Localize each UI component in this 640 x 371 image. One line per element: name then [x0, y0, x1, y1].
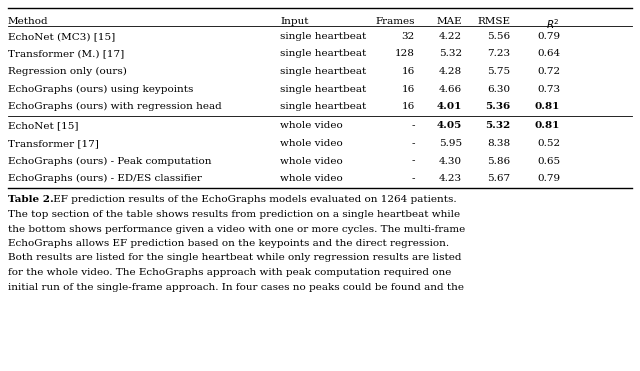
Text: whole video: whole video — [280, 174, 343, 183]
Text: EchoGraphs (ours) with regression head: EchoGraphs (ours) with regression head — [8, 102, 221, 111]
Text: Regression only (ours): Regression only (ours) — [8, 67, 127, 76]
Text: 0.72: 0.72 — [537, 67, 560, 76]
Text: 0.73: 0.73 — [537, 85, 560, 93]
Text: Frames: Frames — [376, 17, 415, 26]
Text: 16: 16 — [402, 85, 415, 93]
Text: initial run of the single-frame approach. In four cases no peaks could be found : initial run of the single-frame approach… — [8, 282, 464, 292]
Text: 16: 16 — [402, 67, 415, 76]
Text: 4.23: 4.23 — [439, 174, 462, 183]
Text: 4.22: 4.22 — [439, 32, 462, 41]
Text: 5.32: 5.32 — [484, 121, 510, 131]
Text: 5.75: 5.75 — [487, 67, 510, 76]
Text: -: - — [412, 174, 415, 183]
Text: 0.81: 0.81 — [534, 102, 560, 111]
Text: EF prediction results of the EchoGraphs models evaluated on 1264 patients.: EF prediction results of the EchoGraphs … — [50, 196, 456, 204]
Text: EchoNet (MC3) [15]: EchoNet (MC3) [15] — [8, 32, 115, 41]
Text: 8.38: 8.38 — [487, 139, 510, 148]
Text: 5.36: 5.36 — [484, 102, 510, 111]
Text: Both results are listed for the single heartbeat while only regression results a: Both results are listed for the single h… — [8, 253, 461, 263]
Text: 7.23: 7.23 — [487, 49, 510, 59]
Text: EchoGraphs (ours) using keypoints: EchoGraphs (ours) using keypoints — [8, 85, 193, 93]
Text: $R^2$: $R^2$ — [546, 17, 560, 31]
Text: 5.95: 5.95 — [439, 139, 462, 148]
Text: for the whole video. The EchoGraphs approach with peak computation required one: for the whole video. The EchoGraphs appr… — [8, 268, 451, 277]
Text: 4.66: 4.66 — [439, 85, 462, 93]
Text: 0.52: 0.52 — [537, 139, 560, 148]
Text: 4.01: 4.01 — [436, 102, 462, 111]
Text: The top section of the table shows results from prediction on a single heartbeat: The top section of the table shows resul… — [8, 210, 460, 219]
Text: -: - — [412, 157, 415, 165]
Text: whole video: whole video — [280, 121, 343, 131]
Text: Table 2.: Table 2. — [8, 196, 54, 204]
Text: EchoGraphs (ours) - ED/ES classifier: EchoGraphs (ours) - ED/ES classifier — [8, 174, 202, 183]
Text: 128: 128 — [395, 49, 415, 59]
Text: the bottom shows performance given a video with one or more cycles. The multi-fr: the bottom shows performance given a vid… — [8, 224, 465, 233]
Text: 4.28: 4.28 — [439, 67, 462, 76]
Text: EchoNet [15]: EchoNet [15] — [8, 121, 79, 131]
Text: 5.32: 5.32 — [439, 49, 462, 59]
Text: 5.56: 5.56 — [487, 32, 510, 41]
Text: MAE: MAE — [436, 17, 462, 26]
Text: 16: 16 — [402, 102, 415, 111]
Text: EchoGraphs allows EF prediction based on the keypoints and the direct regression: EchoGraphs allows EF prediction based on… — [8, 239, 449, 248]
Text: 4.30: 4.30 — [439, 157, 462, 165]
Text: whole video: whole video — [280, 139, 343, 148]
Text: 32: 32 — [402, 32, 415, 41]
Text: 0.64: 0.64 — [537, 49, 560, 59]
Text: whole video: whole video — [280, 157, 343, 165]
Text: 5.86: 5.86 — [487, 157, 510, 165]
Text: 4.05: 4.05 — [436, 121, 462, 131]
Text: Method: Method — [8, 17, 49, 26]
Text: single heartbeat: single heartbeat — [280, 102, 366, 111]
Text: 0.79: 0.79 — [537, 32, 560, 41]
Text: 6.30: 6.30 — [487, 85, 510, 93]
Text: -: - — [412, 121, 415, 131]
Text: single heartbeat: single heartbeat — [280, 85, 366, 93]
Text: 0.79: 0.79 — [537, 174, 560, 183]
Text: Transformer [17]: Transformer [17] — [8, 139, 99, 148]
Text: -: - — [412, 139, 415, 148]
Text: RMSE: RMSE — [477, 17, 510, 26]
Text: single heartbeat: single heartbeat — [280, 67, 366, 76]
Text: 5.67: 5.67 — [487, 174, 510, 183]
Text: Transformer (M.) [17]: Transformer (M.) [17] — [8, 49, 124, 59]
Text: 0.81: 0.81 — [534, 121, 560, 131]
Text: EchoGraphs (ours) - Peak computation: EchoGraphs (ours) - Peak computation — [8, 157, 211, 165]
Text: 0.65: 0.65 — [537, 157, 560, 165]
Text: Input: Input — [280, 17, 308, 26]
Text: single heartbeat: single heartbeat — [280, 32, 366, 41]
Text: single heartbeat: single heartbeat — [280, 49, 366, 59]
